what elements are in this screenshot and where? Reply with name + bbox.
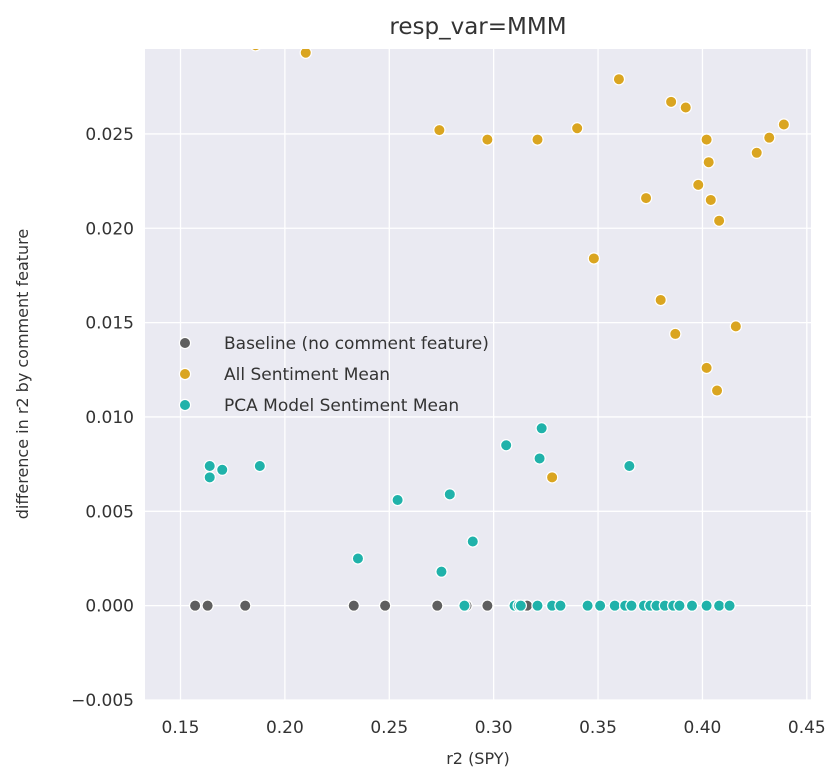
data-point — [431, 599, 444, 612]
data-point — [378, 599, 392, 612]
y-axis-label: difference in r2 by comment feature — [13, 229, 32, 520]
legend-marker — [178, 336, 192, 350]
data-point — [777, 118, 791, 131]
data-point — [203, 471, 216, 484]
x-axis-label: r2 (SPY) — [446, 749, 510, 768]
data-point — [712, 214, 726, 227]
data-point — [351, 552, 365, 565]
data-point — [623, 459, 636, 473]
data-point — [673, 599, 686, 612]
data-point — [625, 599, 638, 612]
data-point — [702, 156, 715, 169]
data-point — [514, 599, 527, 612]
data-point — [250, 49, 261, 52]
data-point — [608, 599, 621, 612]
data-points — [188, 49, 791, 612]
data-point — [435, 565, 448, 578]
data-point — [700, 599, 713, 612]
legend-label: PCA Model Sentiment Mean — [224, 396, 459, 416]
data-point — [710, 384, 724, 397]
grid-lines — [145, 49, 811, 701]
chart-title: resp_var=MMM — [389, 14, 566, 40]
data-point — [535, 422, 548, 435]
data-point — [458, 599, 471, 612]
y-tick-label: 0.010 — [85, 408, 134, 428]
data-point — [750, 146, 763, 159]
data-point — [531, 599, 544, 612]
legend-marker — [178, 367, 192, 381]
x-tick-labels: 0.15 0.20 0.25 0.30 0.35 0.40 0.45 — [162, 718, 826, 738]
data-point — [729, 320, 743, 333]
data-point — [299, 49, 312, 59]
y-tick-label: 0.000 — [85, 597, 134, 617]
data-point — [639, 191, 653, 205]
data-point — [443, 488, 457, 501]
data-point — [499, 439, 513, 452]
y-tick-label: 0.015 — [85, 314, 134, 334]
data-point — [188, 599, 202, 612]
data-point — [679, 101, 692, 114]
y-tick-label: 0.025 — [85, 125, 134, 145]
data-point — [587, 252, 601, 265]
x-tick-label: 0.15 — [162, 718, 200, 738]
data-point — [704, 193, 717, 207]
data-point — [685, 599, 699, 612]
data-point — [664, 95, 678, 109]
x-tick-label: 0.35 — [579, 718, 617, 738]
x-tick-label: 0.30 — [475, 718, 513, 738]
data-point — [201, 599, 214, 612]
legend: Baseline (no comment feature) All Sentime… — [178, 334, 489, 416]
data-point — [700, 133, 713, 146]
data-point — [347, 599, 360, 612]
x-tick-label: 0.40 — [684, 718, 722, 738]
legend-label: All Sentiment Mean — [224, 365, 390, 385]
data-point — [216, 463, 229, 476]
x-tick-label: 0.25 — [370, 718, 408, 738]
data-point — [391, 493, 404, 507]
y-tick-label: −0.005 — [71, 691, 134, 711]
data-point — [531, 133, 544, 146]
data-point — [593, 599, 607, 612]
data-point — [433, 123, 446, 137]
x-tick-label: 0.45 — [788, 718, 826, 738]
data-point — [612, 72, 626, 86]
data-point — [203, 459, 216, 473]
data-point — [669, 327, 682, 341]
data-point — [723, 599, 736, 612]
y-tick-label: 0.005 — [85, 502, 134, 522]
plot-background — [145, 49, 811, 700]
data-point — [712, 599, 726, 612]
data-point — [554, 599, 567, 612]
data-point — [481, 133, 494, 146]
data-point — [581, 599, 594, 612]
legend-label: Baseline (no comment feature) — [224, 334, 489, 354]
data-point — [700, 361, 713, 375]
data-point — [763, 131, 776, 144]
y-tick-labels: −0.005 0.000 0.005 0.010 0.015 0.020 0.025 — [71, 125, 134, 711]
data-point — [654, 293, 667, 307]
y-tick-label: 0.020 — [85, 219, 134, 239]
data-point — [533, 452, 546, 465]
data-point — [466, 535, 479, 548]
x-tick-label: 0.20 — [266, 718, 304, 738]
legend-marker — [178, 398, 192, 412]
data-point — [692, 178, 705, 192]
data-point — [545, 471, 559, 484]
data-point — [570, 122, 584, 135]
data-point — [239, 599, 252, 612]
data-point — [481, 599, 494, 612]
data-point — [253, 459, 267, 473]
